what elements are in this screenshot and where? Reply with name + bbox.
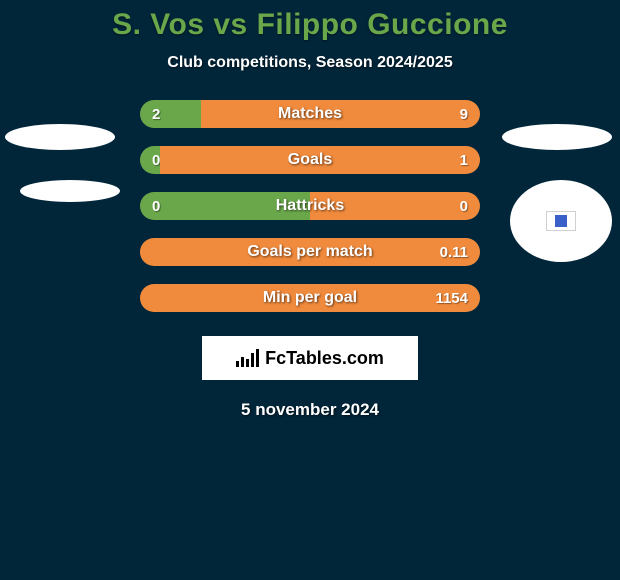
logo-text: FcTables.com [265, 348, 384, 369]
player-left-avatar-bottom [20, 180, 120, 202]
stat-right-value: 0.11 [140, 238, 480, 266]
stat-right-value: 1 [160, 146, 480, 174]
stat-right-value: 0 [310, 192, 480, 220]
chart-icon [236, 349, 259, 367]
stat-left-value: 0 [140, 192, 310, 220]
stat-bar-matches: 2 9 Matches [140, 100, 480, 128]
player-right-avatar-top [502, 124, 612, 150]
player-left-avatar-top [5, 124, 115, 150]
player-right-avatar-main [510, 180, 612, 262]
stat-left-value: 2 [140, 100, 201, 128]
flag-icon [547, 212, 575, 230]
stat-bar-min-per-goal: 1154 Min per goal [140, 284, 480, 312]
stat-right-value: 9 [201, 100, 480, 128]
footer-date: 5 november 2024 [0, 400, 620, 420]
stat-bar-goals: 0 1 Goals [140, 146, 480, 174]
page-title: S. Vos vs Filippo Guccione [0, 8, 620, 42]
stat-bar-hattricks: 0 0 Hattricks [140, 192, 480, 220]
stat-left-value: 0 [140, 146, 160, 174]
stat-bar-goals-per-match: 0.11 Goals per match [140, 238, 480, 266]
stat-right-value: 1154 [140, 284, 480, 312]
source-logo: FcTables.com [202, 336, 418, 380]
subtitle: Club competitions, Season 2024/2025 [0, 54, 620, 72]
comparison-card: S. Vos vs Filippo Guccione Club competit… [0, 0, 620, 420]
